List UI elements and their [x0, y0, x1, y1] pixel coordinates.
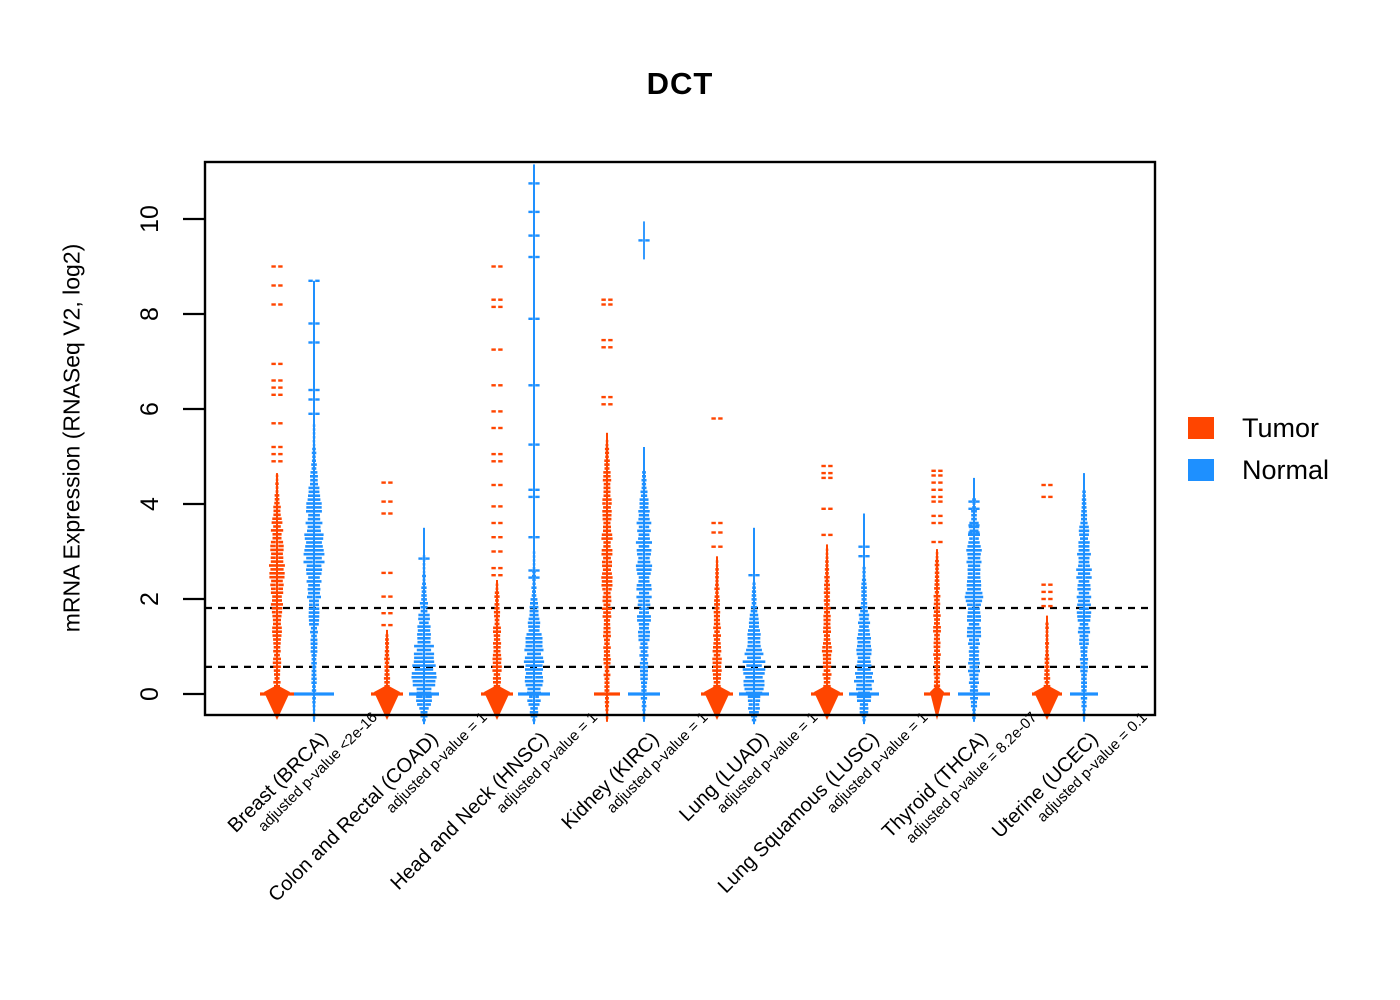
violin-tumor-6: [924, 469, 950, 720]
y-tick-label: 4: [136, 497, 164, 511]
normal-swatch-icon: [1188, 459, 1214, 481]
y-tick-label: 6: [136, 402, 164, 416]
legend-label-normal: Normal: [1242, 454, 1330, 485]
violin-normal-4: [739, 527, 769, 725]
legend-item-normal: Normal: [1188, 454, 1330, 485]
violin-tumor-7: [1032, 483, 1062, 720]
y-tick-label: 0: [136, 687, 164, 701]
chart-title: DCT: [646, 66, 714, 101]
y-tick-label: 2: [136, 592, 164, 606]
violin-tumor-2: [481, 265, 513, 720]
violin-normal-1: [409, 527, 439, 725]
violin-normal-7: [1070, 473, 1098, 722]
violin-tumor-3: [594, 298, 620, 722]
legend-label-tumor: Tumor: [1242, 412, 1320, 443]
violin-normal-5: [849, 513, 879, 725]
violin-tumor-4: [701, 417, 733, 720]
legend: Tumor Normal: [1188, 412, 1330, 498]
y-axis-title: mRNA Expression (RNASeq V2, log2): [58, 243, 85, 633]
violin-tumor-5: [811, 464, 843, 720]
violin-tumor-0: [260, 265, 294, 720]
violin-tumor-1: [371, 481, 403, 720]
violin-normal-3: [628, 221, 660, 722]
legend-item-tumor: Tumor: [1188, 412, 1329, 443]
plot-box: [203, 160, 1157, 717]
violin-normal-0: [294, 279, 334, 722]
violin-normal-2: [518, 164, 550, 725]
y-tick-label: 10: [136, 205, 164, 233]
violin-normal-6: [958, 477, 990, 722]
y-tick-label: 8: [136, 307, 164, 321]
tumor-swatch-icon: [1188, 417, 1214, 439]
